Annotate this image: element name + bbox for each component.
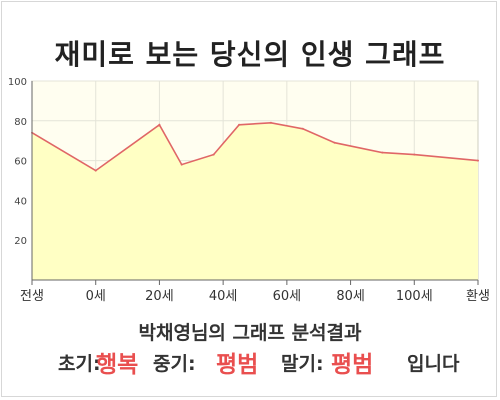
data-point bbox=[180, 163, 183, 166]
data-point bbox=[158, 123, 161, 126]
ending-text: 입니다 bbox=[407, 353, 460, 375]
late-label: 말기: bbox=[281, 353, 324, 375]
y-tick-label: 80 bbox=[14, 117, 27, 128]
early-value: 행복 bbox=[96, 352, 139, 378]
data-point bbox=[94, 169, 97, 172]
y-tick-label: 100 bbox=[8, 77, 27, 88]
y-tick-label: 40 bbox=[14, 196, 27, 207]
data-point bbox=[238, 123, 241, 126]
x-tick-label: 40세 bbox=[209, 289, 238, 304]
data-point bbox=[413, 153, 416, 156]
middle-value: 평범 bbox=[216, 352, 259, 378]
y-tick-label: 20 bbox=[14, 236, 27, 247]
page-title: 재미로 보는 당신의 인생 그래프 bbox=[54, 38, 446, 71]
x-tick-label: 80세 bbox=[336, 289, 365, 304]
x-tick-label: 20세 bbox=[145, 289, 174, 304]
area-fill bbox=[32, 122, 478, 280]
data-point bbox=[477, 159, 479, 162]
analysis-subtitle: 박채영님의 그래프 분석결과 bbox=[138, 322, 362, 344]
x-tick-label: 환생 bbox=[466, 289, 490, 304]
middle-label: 중기: bbox=[153, 353, 196, 375]
data-point bbox=[301, 127, 304, 130]
late-value: 평범 bbox=[331, 352, 374, 378]
life-line bbox=[31, 121, 479, 172]
x-tick-label: 60세 bbox=[273, 289, 302, 304]
y-tick-label: 60 bbox=[14, 157, 27, 168]
early-label: 초기: bbox=[58, 353, 101, 375]
x-tick-label: 100세 bbox=[396, 289, 433, 304]
data-point bbox=[333, 141, 336, 144]
data-point bbox=[269, 121, 272, 124]
x-tick-label: 전생 bbox=[20, 289, 44, 304]
data-point bbox=[212, 153, 215, 156]
x-tick-label: 0세 bbox=[86, 289, 106, 304]
data-point bbox=[381, 151, 384, 154]
